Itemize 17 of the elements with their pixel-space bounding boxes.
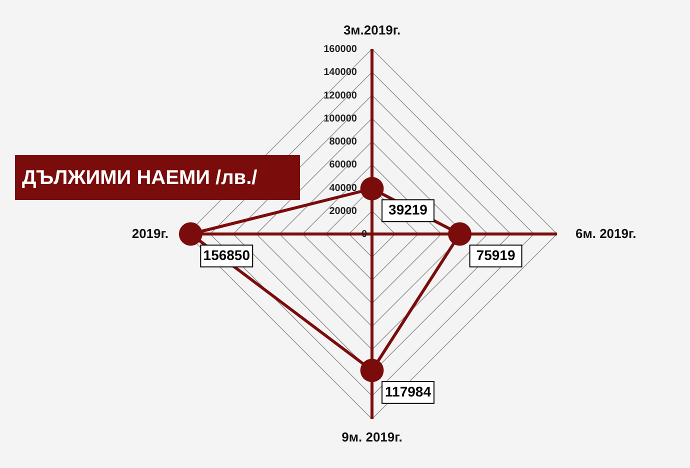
- y-tick-label: 100000: [324, 113, 358, 124]
- data-label: 75919: [476, 247, 516, 263]
- data-label: 117984: [385, 383, 432, 400]
- y-tick-label: 60000: [329, 160, 358, 171]
- spoke-label: 6м. 2019г.: [576, 226, 636, 241]
- spoke-label: 9м. 2019г.: [342, 430, 402, 444]
- spoke-label: 3м.2019г.: [343, 22, 401, 38]
- y-tick-label: 140000: [324, 67, 358, 78]
- data-label: 39219: [388, 202, 428, 218]
- y-tick-label: 120000: [324, 90, 358, 102]
- y-tick-label: 20000: [329, 206, 358, 217]
- y-tick-label: 80000: [329, 136, 358, 148]
- y-tick-label: 160000: [324, 44, 358, 55]
- data-label: 156850: [203, 247, 250, 263]
- y-tick-label: 40000: [329, 182, 358, 194]
- spoke-label: 2019г.: [132, 226, 168, 241]
- text: ДЪЛЖИМИ НАЕМИ /лв./: [22, 167, 258, 189]
